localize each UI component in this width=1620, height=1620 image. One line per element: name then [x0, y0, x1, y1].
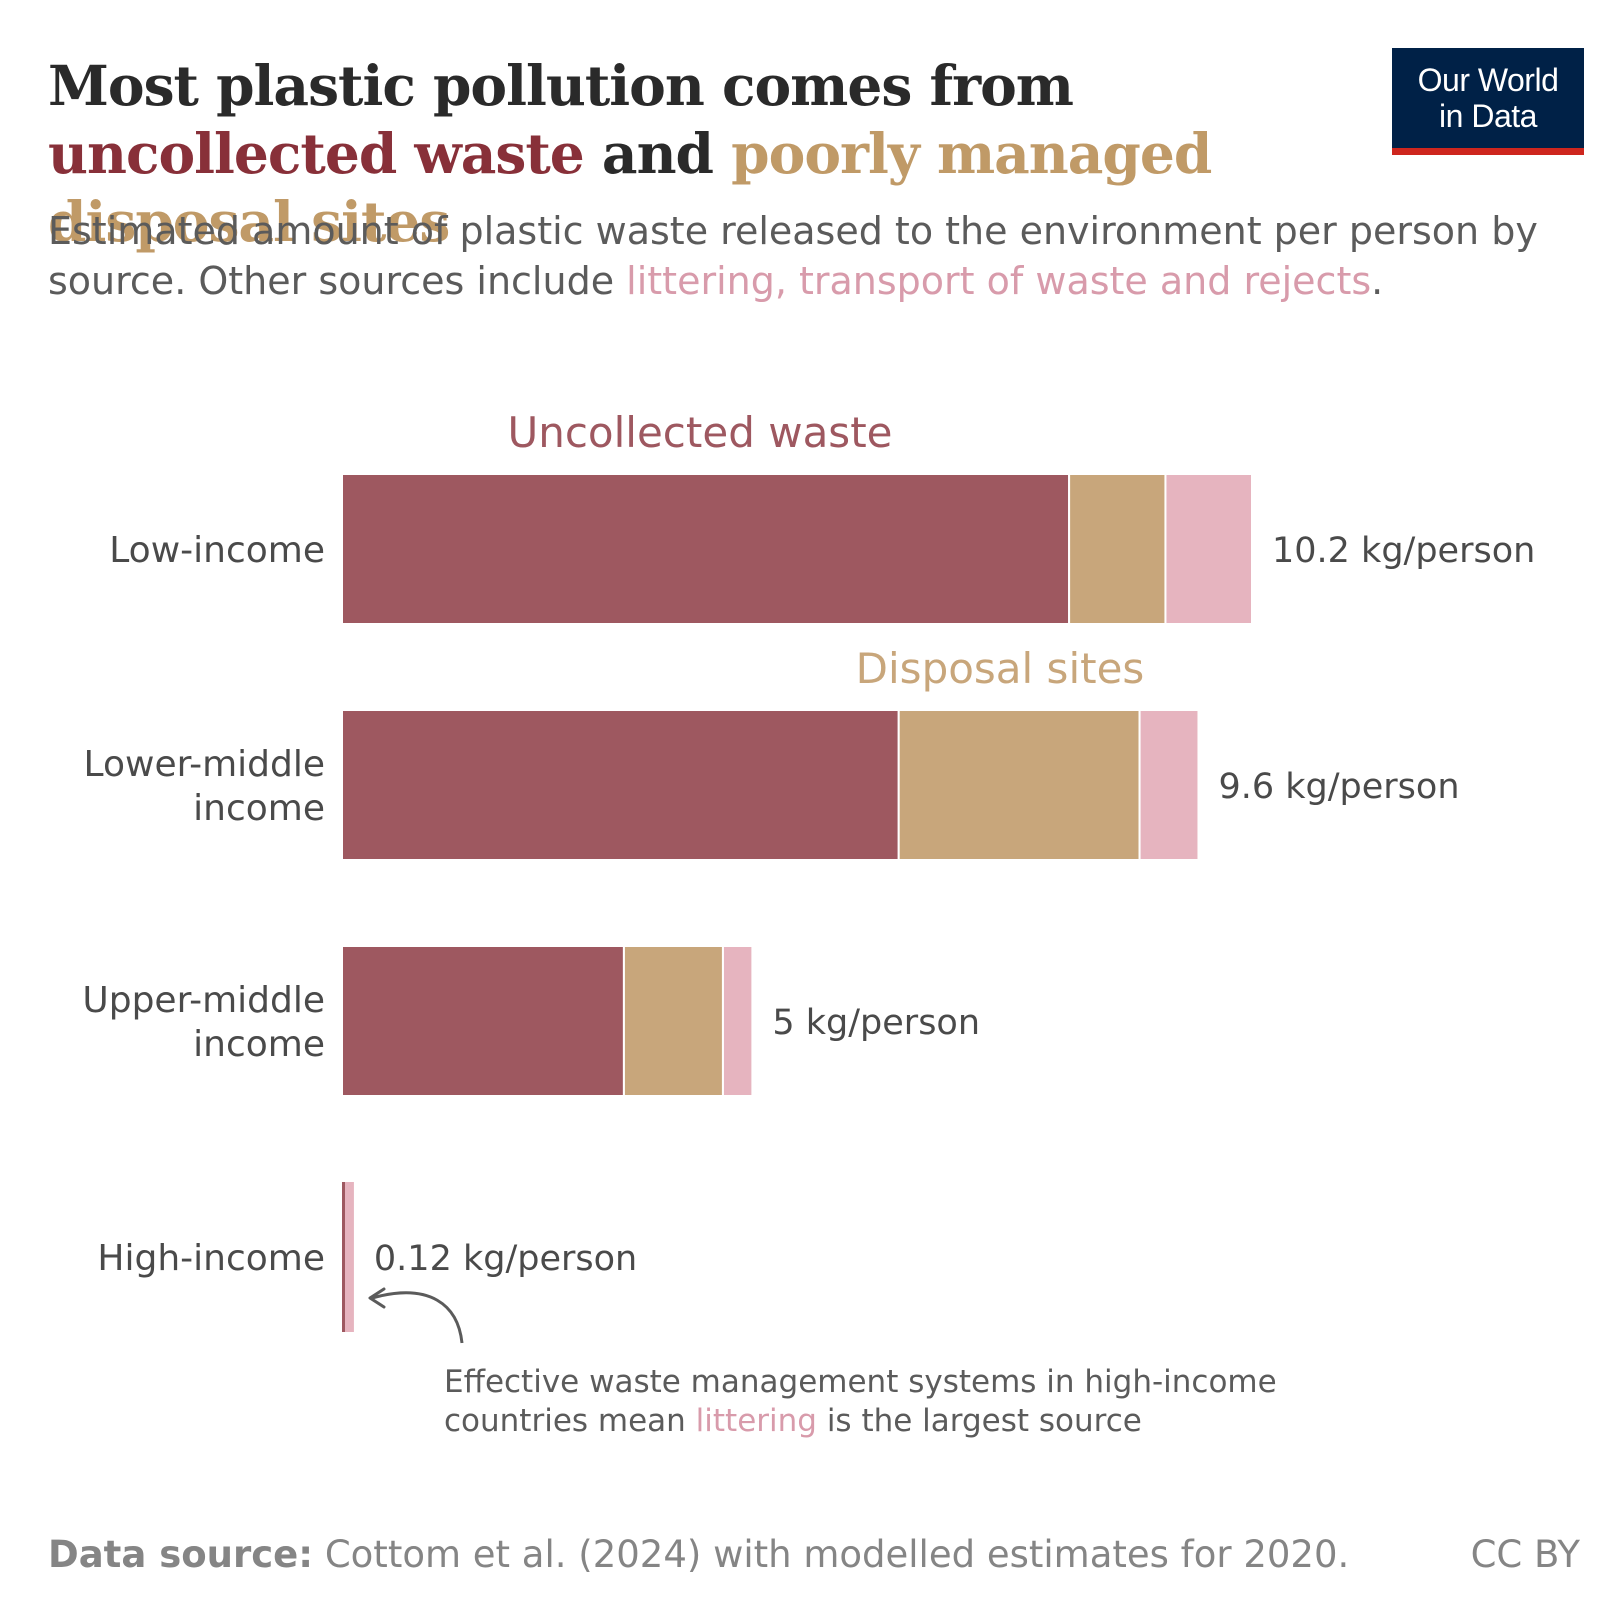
license-link[interactable]: CC BY — [1470, 1533, 1580, 1576]
annotation-part-2: is the largest source — [816, 1403, 1142, 1439]
chart-title: Most plastic pollution comes from uncoll… — [48, 52, 1338, 256]
title-part-2: and — [583, 121, 732, 186]
category-label-lower-middle-income: Lower-middle income — [84, 744, 325, 829]
bar-upper-middle-income-uncollected — [341, 945, 625, 1097]
bar-upper-middle-income-other — [721, 945, 754, 1097]
subtitle-highlight-other: littering, transport of waste and reject… — [626, 259, 1372, 303]
category-label-high-income: High-income — [97, 1238, 325, 1279]
logo-line-1: Our World — [1417, 62, 1559, 98]
bar-low-income-other — [1164, 473, 1254, 625]
data-source-label: Data source: — [48, 1533, 314, 1576]
annotation-layer — [368, 1287, 464, 1344]
bars-layer — [341, 473, 1254, 1332]
title-highlight-disposal: poorly managed disposal sites — [48, 121, 1212, 254]
annotation-arrow-icon — [371, 1291, 464, 1344]
bar-low-income-uncollected — [341, 473, 1071, 625]
series-label-disposal: Disposal sites — [856, 644, 1145, 693]
category-label-upper-middle-income: Upper-middle income — [82, 980, 325, 1065]
bar-lower-middle-income-other — [1138, 709, 1200, 861]
annotation-part-1: Effective waste management systems in hi… — [444, 1364, 1277, 1439]
data-source-text: Cottom et al. (2024) with modelled estim… — [313, 1533, 1350, 1576]
chart-subtitle: Estimated amount of plastic waste releas… — [48, 206, 1548, 306]
bar-lower-middle-income-uncollected — [341, 709, 900, 861]
data-source: Data source: Cottom et al. (2024) with m… — [48, 1533, 1349, 1576]
total-label-high-income: 0.12 kg/person — [374, 1239, 637, 1279]
total-label-low-income: 10.2 kg/person — [1272, 531, 1535, 571]
series-label-uncollected: Uncollected waste — [507, 408, 892, 457]
annotation-highlight: littering — [695, 1403, 817, 1439]
total-label-upper-middle-income: 5 kg/person — [772, 1003, 980, 1043]
labels-layer: Low-income 10.2 kg/person Lower-middle inco… — [82, 408, 1535, 1279]
bar-high-income-uncollected — [342, 1182, 345, 1332]
bar-lower-middle-income-disposal — [897, 709, 1141, 861]
category-label-low-income: Low-income — [109, 530, 325, 571]
subtitle-part-1: Estimated amount of plastic waste releas… — [48, 209, 1538, 303]
bar-low-income-disposal — [1068, 473, 1167, 625]
logo-line-2: in Data — [1439, 98, 1537, 134]
high-income-annotation: Effective waste management systems in hi… — [444, 1363, 1344, 1441]
total-label-lower-middle-income: 9.6 kg/person — [1218, 767, 1459, 807]
annotation-arrowhead-icon — [368, 1287, 386, 1309]
title-part-1: Most plastic pollution comes from — [48, 53, 1074, 118]
bar-upper-middle-income-disposal — [622, 945, 724, 1097]
subtitle-part-2: . — [1371, 259, 1384, 303]
title-highlight-uncollected: uncollected waste — [48, 121, 585, 186]
owid-logo[interactable]: Our World in Data — [1392, 48, 1584, 155]
bar-high-income-other — [345, 1182, 354, 1332]
